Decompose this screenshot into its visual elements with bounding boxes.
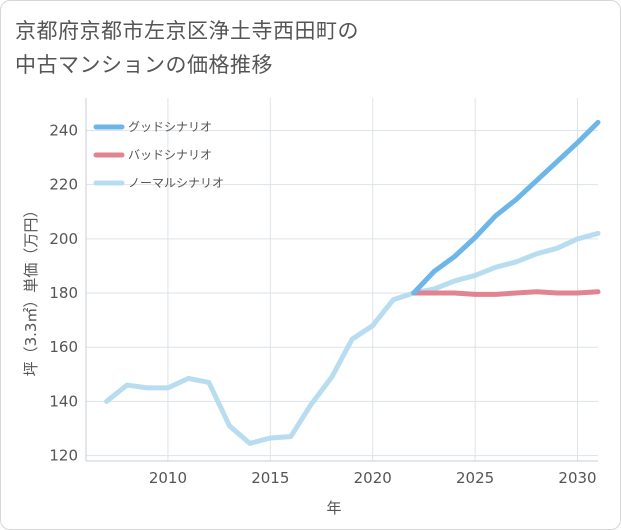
y-axis-label: 坪（3.3㎡）単価（万円） [22,203,40,377]
y-tick-label: 160 [49,338,78,356]
x-tick-label: 2015 [251,469,289,487]
y-tick-label: 220 [49,176,78,194]
y-tick-label: 120 [49,447,78,465]
y-tick-label: 240 [49,122,78,140]
legend-label: グッドシナリオ [128,120,212,134]
x-axis-label: 年 [326,499,341,517]
y-tick-label: 200 [49,230,78,248]
legend-label: ノーマルシナリオ [128,176,224,190]
plot-area [86,98,598,461]
x-tick-label: 2030 [558,469,596,487]
x-tick-label: 2010 [149,469,187,487]
chart-title: 京都府京都市左京区浄土寺西田町の 中古マンションの価格推移 [15,14,605,82]
series-line-1 [411,119,601,296]
series-line-2 [411,289,601,297]
x-tick-label: 2020 [354,469,392,487]
y-tick-label: 140 [49,392,78,410]
chart-title-line1: 京都府京都市左京区浄土寺西田町の [15,19,359,43]
series-line-3 [104,230,601,446]
y-tick-label: 180 [49,284,78,302]
x-tick-label: 2025 [456,469,494,487]
chart-title-line2: 中古マンションの価格推移 [15,53,273,77]
legend-label: バッドシナリオ [128,148,212,162]
